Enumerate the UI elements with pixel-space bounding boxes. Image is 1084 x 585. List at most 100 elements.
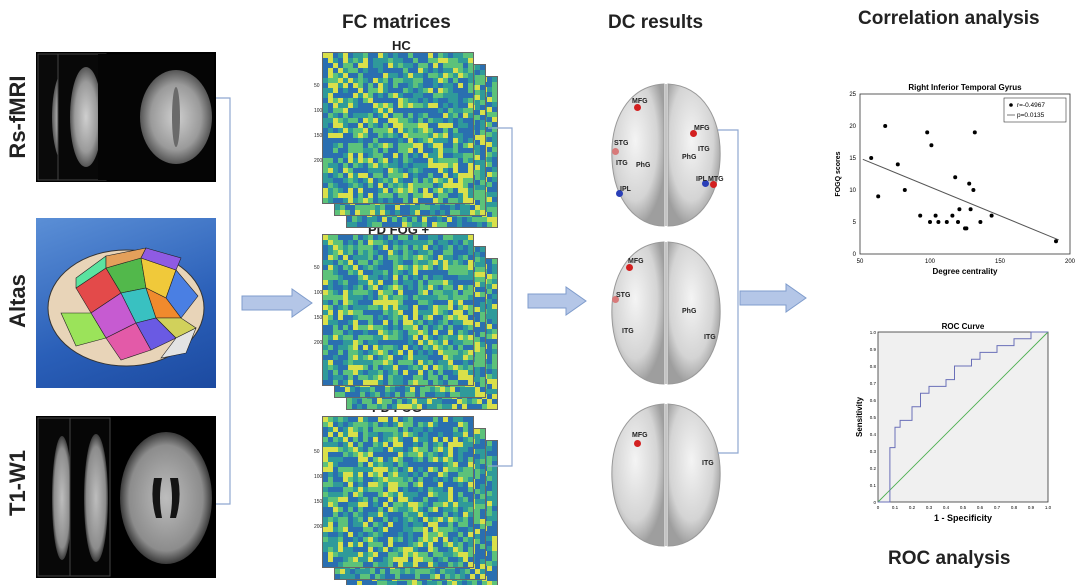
t1-slices <box>37 417 212 577</box>
region-phg: PhG <box>682 308 697 315</box>
roc-x-tick: 0.2 <box>909 505 916 510</box>
roc-y-tick: 0.3 <box>870 449 877 454</box>
scatter-point <box>929 143 934 148</box>
scatter-point <box>883 124 888 128</box>
arrow-2 <box>527 286 587 316</box>
legend-p: p=0.0135 <box>1017 112 1045 119</box>
roc-y-tick: 0.6 <box>870 398 877 403</box>
scatter-point <box>895 162 900 167</box>
roc-x-tick: 0.8 <box>1011 505 1018 510</box>
region-mfg-left: MFG <box>632 98 648 105</box>
roc-x-tick: 0.5 <box>960 505 967 510</box>
roc-y-tick: 0.4 <box>870 432 877 437</box>
atlas-brain-parcellation <box>47 247 205 367</box>
roc-heading: ROC analysis <box>888 548 1011 569</box>
dc-brain-2: MFG STG PhG ITG ITG <box>606 238 726 388</box>
dc-heading: DC results <box>608 12 704 33</box>
scatter-ylabel: FOGQ scores <box>835 151 842 196</box>
scatter-point <box>957 207 962 212</box>
roc-ylabel: Sensitivity <box>855 396 864 437</box>
scatter-y-tick: 20 <box>849 124 856 130</box>
roc-x-tick: 0 <box>877 505 880 510</box>
dc-brain-1: MFG STG ITG PhG IPL MFG ITG PhG IPL MTG <box>606 80 726 230</box>
region-itg-left: ITG <box>622 328 634 335</box>
roc-xlabel: 1 - Specificity <box>934 513 992 523</box>
region-phg-right: PhG <box>682 154 697 161</box>
scatter-point <box>918 213 923 218</box>
region-mtg: MTG <box>708 176 724 183</box>
scatter-point <box>902 188 907 192</box>
roc-y-tick: 0.5 <box>870 415 877 420</box>
scatter-point <box>978 220 983 224</box>
scatter-x-tick: 150 <box>995 259 1006 265</box>
scatter-xlabel: Degree centrality <box>933 267 998 276</box>
roc-x-tick: 0.7 <box>994 505 1001 510</box>
roc-reference-line <box>877 331 1049 503</box>
roc-x-tick: 0.3 <box>926 505 933 510</box>
fc-label-hc: HC <box>392 38 411 53</box>
row-label-t1: T1-W1 <box>5 450 30 516</box>
region-ipl-right: IPL <box>696 176 707 183</box>
fc-heading: FC matrices <box>342 12 451 33</box>
brain-1-shape <box>611 83 721 227</box>
legend-r: r=-0.4967 <box>1017 102 1045 109</box>
scatter-y-tick: 0 <box>853 252 857 258</box>
fc-ticks-pd-fog-plus: 50 100 150 200 <box>314 265 323 346</box>
scatter-legend <box>1003 97 1067 123</box>
roc-x-tick: 0.9 <box>1028 505 1035 510</box>
atlas-image <box>36 218 216 388</box>
region-mfg-right: MFG <box>694 125 710 132</box>
dc-brain-3: MFG ITG <box>606 400 726 550</box>
scatter-point <box>950 213 955 218</box>
arrow-3 <box>739 283 807 313</box>
scatter-x-tick: 200 <box>1065 259 1076 265</box>
scatter-point <box>1054 239 1058 244</box>
roc-x-tick: 0.1 <box>892 505 899 510</box>
middle-bracket <box>488 127 513 467</box>
brain-3-shape <box>611 403 721 547</box>
correlation-heading: Correlation analysis <box>858 8 1040 29</box>
region-mfg: MFG <box>632 432 648 439</box>
fc-matrix-layer <box>322 416 474 568</box>
scatter-point <box>968 207 973 212</box>
scatter-point <box>953 175 958 180</box>
scatter-point <box>936 220 941 224</box>
scatter-y-tick: 10 <box>849 188 856 194</box>
scatter-y-tick: 5 <box>853 220 857 226</box>
row-label-rs-fmri: Rs-fMRI <box>5 75 30 159</box>
scatter-y-tick: 15 <box>849 156 856 162</box>
legend-marker-r <box>1009 103 1013 107</box>
region-ipl-left: IPL <box>620 186 631 193</box>
region-itg-right: ITG <box>698 146 710 153</box>
fc-ticks-hc: 50 100 150 200 <box>314 83 323 164</box>
roc-x-tick: 1.0 <box>1045 505 1052 510</box>
scatter-point <box>944 220 949 224</box>
scatter-point <box>964 226 969 231</box>
brain-2-shape <box>611 241 721 385</box>
rs-fmri-image <box>36 52 216 182</box>
roc-y-tick: 0.1 <box>870 483 877 488</box>
region-itg-right: ITG <box>704 334 716 341</box>
region-itg: ITG <box>702 460 714 467</box>
arrow-1 <box>241 288 313 318</box>
roc-x-tick: 0.6 <box>977 505 984 510</box>
scatter-point <box>956 220 960 224</box>
roc-y-tick: 1.0 <box>870 330 877 335</box>
scatter-point <box>925 130 930 135</box>
row-label-atlas: Altas <box>5 274 30 328</box>
region-stg: STG <box>616 292 631 299</box>
roc-curve-line <box>878 331 1048 503</box>
fc-matrix-layer <box>322 52 474 204</box>
region-mfg: MFG <box>628 258 644 265</box>
scatter-fit-line <box>862 158 1059 241</box>
scatter-point <box>971 188 976 192</box>
scatter-point <box>928 220 932 224</box>
scatter-x-tick: 100 <box>925 259 936 265</box>
rs-fmri-slices <box>37 53 214 181</box>
fc-ticks-pd-fog-minus: 50 100 150 200 <box>314 449 323 530</box>
roc-y-tick: 0 <box>873 500 876 505</box>
region-itg-left: ITG <box>616 160 628 167</box>
scatter-point <box>876 194 881 199</box>
left-bracket <box>216 97 231 505</box>
